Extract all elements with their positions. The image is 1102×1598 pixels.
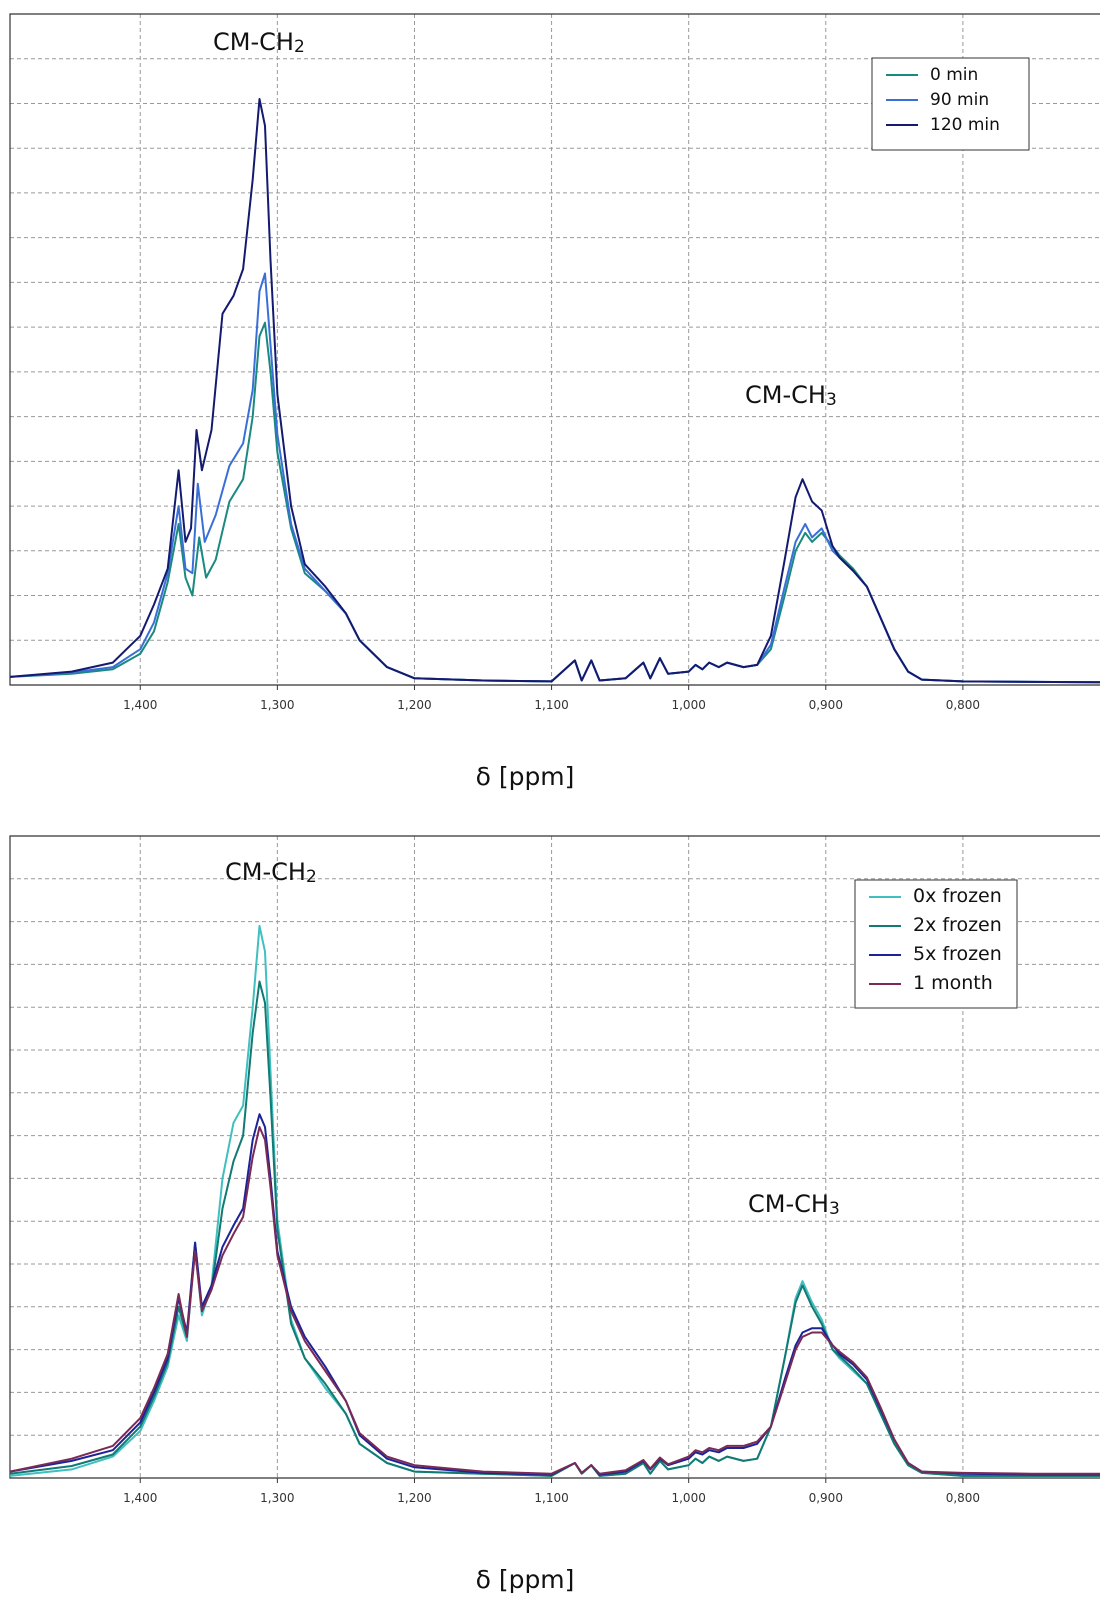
x-tick-label: 1,000 — [671, 698, 705, 712]
series-line-120-min — [9, 98, 1101, 684]
legend-label: 0x frozen — [913, 885, 1002, 907]
x-tick-label: 1,300 — [260, 1491, 294, 1505]
chart-panel-1: 1,400 1,300 1,200 1,100 1,000 0,900 0,800 δ [pp… — [9, 13, 1101, 791]
peak-annotation: CM-CH3 — [748, 1190, 840, 1219]
legend-label: 2x frozen — [913, 914, 1002, 936]
x-tick-label: 1,400 — [123, 698, 157, 712]
legend-label: 0 min — [930, 65, 978, 85]
legend-label: 90 min — [930, 90, 989, 110]
peak-annotation: CM-CH2 — [213, 28, 305, 57]
series-line-0-min — [9, 321, 1101, 684]
plot-frame — [9, 13, 1100, 686]
legend-label: 5x frozen — [913, 943, 1002, 965]
x-axis-label: δ [ppm] — [476, 762, 575, 791]
series-line-5x-frozen — [9, 1113, 1100, 1476]
x-tick-label: 1,000 — [671, 1491, 705, 1505]
peak-annotation: CM-CH3 — [745, 381, 837, 410]
x-tick-label: 0,900 — [809, 1491, 843, 1505]
series-line-90-min — [9, 272, 1101, 684]
x-tick-label: 1,400 — [123, 1491, 157, 1505]
x-tick-label: 1,300 — [260, 698, 294, 712]
legend-label: 1 month — [913, 972, 993, 994]
peak-annotation: CM-CH2 — [225, 858, 317, 887]
x-tick-label: 1,100 — [534, 698, 568, 712]
x-axis-label: δ [ppm] — [476, 1565, 575, 1594]
legend: 0x frozen 2x frozen 5x frozen 1 month — [854, 879, 1018, 1009]
x-tick-label: 1,200 — [397, 698, 431, 712]
series-line-1-month — [9, 1126, 1100, 1475]
chart-panel-2: 1,400 1,300 1,200 1,100 1,000 0,900 0,800 δ [pp… — [9, 835, 1100, 1594]
series-line-2x-frozen — [9, 980, 1100, 1477]
legend-box — [854, 879, 1018, 1009]
plot-frame — [9, 835, 1100, 1479]
legend-label: 120 min — [930, 115, 1000, 135]
x-tick-label: 1,200 — [397, 1491, 431, 1505]
legend: 0 min 90 min 120 min — [871, 57, 1030, 151]
x-tick-label: 0,800 — [946, 698, 980, 712]
x-tick-label: 1,100 — [534, 1491, 568, 1505]
x-tick-label: 0,800 — [946, 1491, 980, 1505]
legend-box — [871, 57, 1030, 151]
x-tick-label: 0,900 — [809, 698, 843, 712]
